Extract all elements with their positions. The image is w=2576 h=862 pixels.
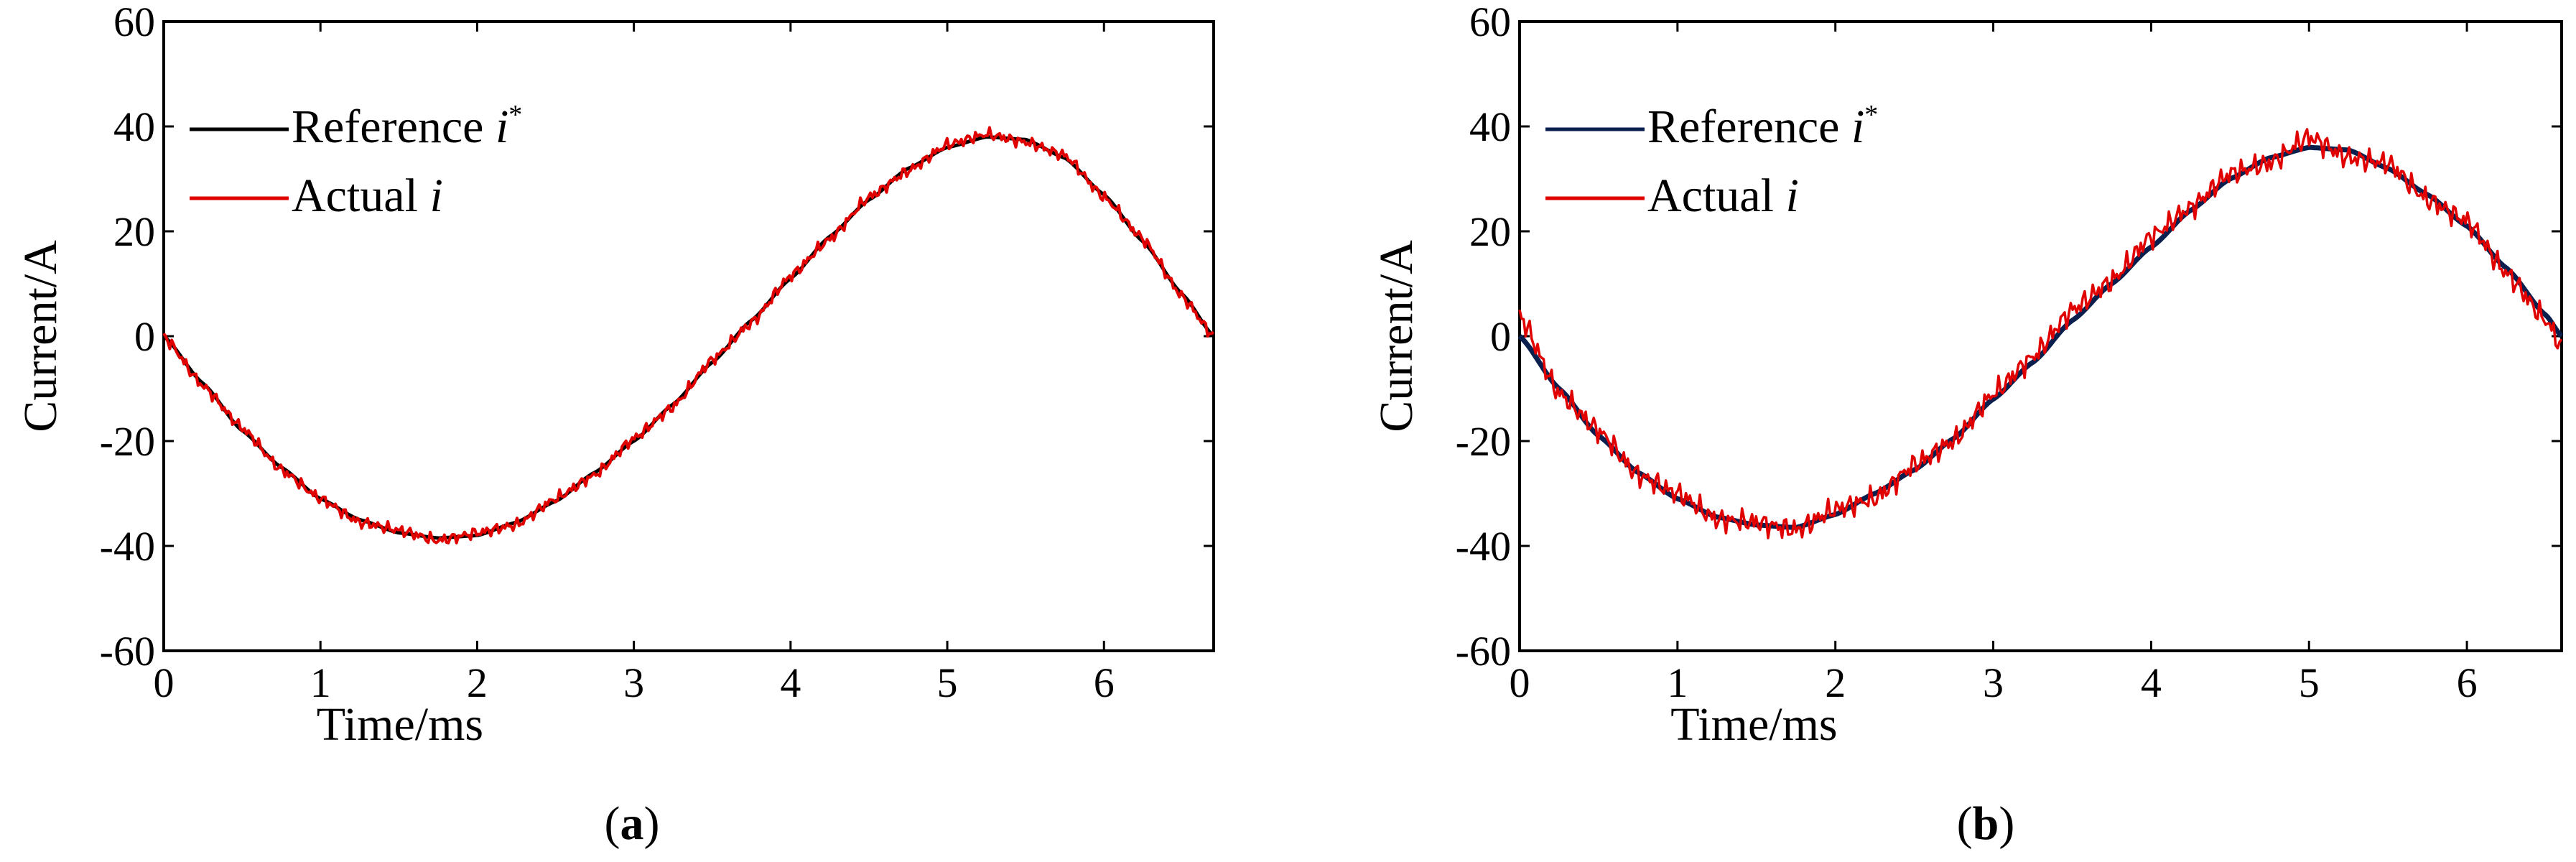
legend-label: Reference i* (292, 100, 522, 153)
x-tick-label: 5 (937, 659, 958, 706)
x-tick-label: 6 (1094, 659, 1115, 706)
y-tick-label: 60 (1469, 0, 1511, 45)
y-tick-label: -20 (100, 418, 155, 465)
y-tick-label: -60 (100, 628, 155, 675)
panel-caption: (b) (1957, 797, 2015, 850)
x-tick-label: 1 (310, 659, 331, 706)
x-axis-label: Time/ms (317, 698, 483, 751)
y-axis-label: Current/A (14, 240, 67, 432)
y-tick-label: -40 (1456, 523, 1511, 570)
legend-label: Actual i (1647, 170, 1799, 222)
x-tick-label: 3 (623, 659, 644, 706)
x-tick-label: 2 (1825, 659, 1846, 706)
y-tick-label: 60 (113, 0, 155, 45)
y-axis-label: Current/A (1370, 240, 1423, 432)
x-tick-label: 4 (780, 659, 801, 706)
series-actual-line (162, 126, 1215, 544)
x-tick-label: 0 (154, 659, 175, 706)
x-axis-label: Time/ms (1670, 698, 1837, 751)
x-tick-label: 2 (467, 659, 488, 706)
x-tick-label: 0 (1510, 659, 1530, 706)
legend-label: Reference i* (1647, 100, 1878, 153)
x-tick-label: 6 (2457, 659, 2478, 706)
y-tick-label: 20 (113, 208, 155, 255)
legend-label: Actual i (292, 170, 443, 222)
series-actual-line (1518, 128, 2563, 539)
x-tick-label: 4 (2141, 659, 2162, 706)
y-tick-label: 40 (113, 103, 155, 150)
x-tick-label: 5 (2299, 659, 2320, 706)
y-tick-label: -40 (100, 523, 155, 570)
y-tick-label: -20 (1456, 418, 1511, 465)
y-tick-label: -60 (1456, 628, 1511, 675)
y-tick-label: 20 (1469, 208, 1511, 255)
y-tick-label: 0 (134, 313, 155, 360)
y-tick-label: 0 (1490, 313, 1511, 360)
y-tick-label: 40 (1469, 103, 1511, 150)
x-tick-label: 1 (1667, 659, 1688, 706)
x-tick-label: 3 (1983, 659, 2004, 706)
panel-caption: (a) (605, 797, 660, 850)
